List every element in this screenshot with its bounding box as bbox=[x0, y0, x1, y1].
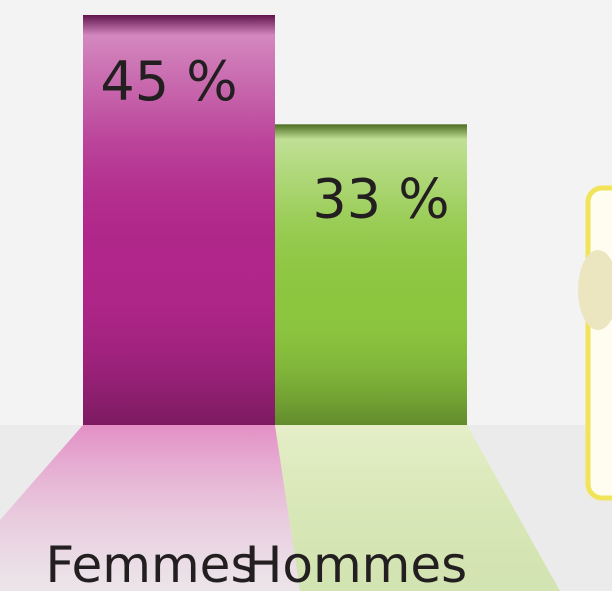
category-label: Hommes bbox=[245, 536, 467, 591]
chart: 45 % Femmes 33 % Hommes bbox=[0, 0, 612, 591]
category-label: Femmes bbox=[45, 536, 256, 591]
value-label: 33 % bbox=[312, 167, 449, 230]
value-label: 45 % bbox=[100, 50, 237, 113]
side-panel bbox=[588, 188, 612, 498]
